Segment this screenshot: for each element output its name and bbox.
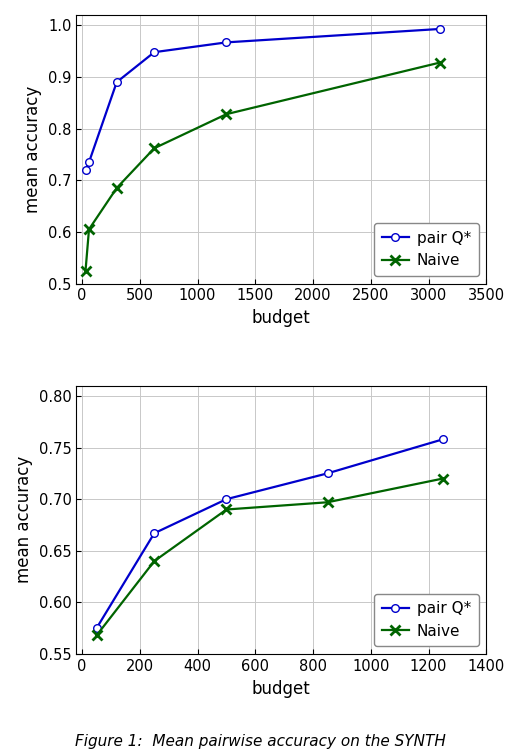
Legend: pair Q*, Naive: pair Q*, Naive bbox=[374, 223, 479, 276]
Line: Naive: Naive bbox=[92, 474, 448, 640]
Naive bbox=[151, 144, 158, 153]
Naive bbox=[224, 505, 230, 514]
Y-axis label: mean accuracy: mean accuracy bbox=[15, 456, 33, 584]
X-axis label: budget: budget bbox=[252, 680, 311, 698]
Naive bbox=[113, 184, 120, 193]
Legend: pair Q*, Naive: pair Q*, Naive bbox=[374, 593, 479, 646]
Naive bbox=[224, 110, 230, 118]
pair Q* bbox=[86, 158, 92, 166]
Naive bbox=[82, 266, 88, 275]
Naive bbox=[151, 556, 158, 566]
Naive bbox=[86, 225, 92, 234]
Line: pair Q*: pair Q* bbox=[93, 436, 447, 632]
Line: Naive: Naive bbox=[81, 58, 445, 275]
pair Q* bbox=[151, 529, 158, 538]
Naive bbox=[440, 474, 446, 483]
Y-axis label: mean accuracy: mean accuracy bbox=[24, 86, 42, 213]
pair Q* bbox=[224, 495, 230, 504]
Naive bbox=[324, 498, 331, 507]
Naive bbox=[437, 58, 443, 67]
Line: pair Q*: pair Q* bbox=[82, 25, 444, 174]
pair Q* bbox=[224, 38, 230, 46]
Naive bbox=[94, 631, 100, 640]
pair Q* bbox=[151, 48, 158, 57]
pair Q* bbox=[113, 78, 120, 87]
pair Q* bbox=[324, 469, 331, 478]
pair Q* bbox=[440, 435, 446, 444]
pair Q* bbox=[437, 25, 443, 34]
pair Q* bbox=[82, 166, 88, 175]
pair Q* bbox=[94, 624, 100, 633]
Text: Figure 1:  Mean pairwise accuracy on the SYNTH: Figure 1: Mean pairwise accuracy on the … bbox=[74, 734, 446, 749]
X-axis label: budget: budget bbox=[252, 309, 311, 327]
